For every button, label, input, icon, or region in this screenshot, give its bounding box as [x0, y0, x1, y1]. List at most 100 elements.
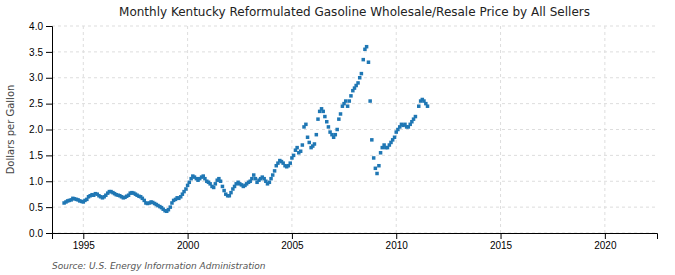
point: [271, 173, 275, 177]
y-axis-tick-mark: [46, 104, 52, 105]
x-axis-tick-label: 2005: [281, 240, 304, 251]
point: [339, 112, 343, 116]
y-axis-tick-mark: [46, 207, 52, 208]
y-axis-tick-label: 3.0: [29, 72, 43, 83]
y-grid-line: [52, 51, 657, 52]
x-axis-tick-mark: [396, 233, 397, 239]
y-axis-tick-mark: [46, 233, 52, 234]
point: [368, 99, 372, 103]
x-axis-tick: 2005: [281, 233, 304, 251]
y-axis-tick-label: 4.0: [29, 21, 43, 32]
point: [375, 172, 379, 176]
y-axis-tick-mark: [46, 78, 52, 79]
point: [321, 110, 325, 114]
point: [304, 123, 308, 127]
points: [62, 45, 429, 213]
y-grid-line: [52, 155, 657, 156]
point: [288, 161, 292, 165]
y-axis-tick-mark: [46, 26, 52, 27]
y-axis-tick: 1.0: [29, 176, 52, 187]
title: Monthly Kentucky Reformulated Gasoline W…: [119, 5, 590, 19]
x-axis-tick-label: 2010: [386, 240, 409, 251]
point: [219, 180, 223, 184]
point: [360, 72, 364, 76]
x-axis-tick-label: 2000: [177, 240, 200, 251]
point: [325, 120, 329, 124]
y-axis-tick: 1.5: [29, 150, 52, 161]
point: [229, 191, 233, 195]
point: [307, 141, 311, 145]
point: [188, 181, 192, 185]
x-axis-tick-mark: [83, 233, 84, 239]
y-axis-tick-mark: [46, 130, 52, 131]
y-axis-tick-label: 3.5: [29, 47, 43, 58]
y-axis-tick: 3.5: [29, 47, 52, 58]
x-axis-tick-mark: [188, 233, 189, 239]
point: [356, 81, 360, 85]
point: [254, 177, 257, 181]
y-axis-tick-label: 2.0: [29, 124, 43, 135]
point: [344, 99, 348, 103]
point: [212, 186, 216, 190]
point: [222, 189, 226, 193]
point: [299, 149, 303, 153]
point: [417, 104, 421, 108]
chart: 1995 2000 2005 2010 2015 2020 0.0 0.5 1.0 1.5 2.0 2…: [0, 0, 675, 275]
point: [269, 177, 273, 181]
point: [214, 182, 218, 186]
y-axis-tick: 2.0: [29, 124, 52, 135]
point: [374, 167, 378, 171]
y-axis-tick: 0.0: [29, 228, 52, 239]
point: [414, 115, 418, 119]
x-axis-line: [53, 234, 658, 240]
point: [315, 133, 319, 137]
y-axis-tick-label: 1.5: [29, 150, 43, 161]
y-grid-line: [52, 181, 657, 182]
point: [268, 181, 272, 185]
point: [349, 94, 353, 98]
x-axis-tick: 1995: [73, 233, 96, 251]
x-axis-tick-mark: [501, 233, 502, 239]
point: [393, 136, 397, 140]
point: [316, 117, 320, 121]
y-axis-tick: 0.5: [29, 202, 52, 213]
y-axis-tick: 4.0: [29, 21, 52, 32]
point: [337, 117, 341, 121]
x-axis-tick-mark: [292, 233, 293, 239]
x-axis-tick-label: 2015: [490, 240, 513, 251]
y-grid-line: [52, 26, 657, 27]
y-axis-tick: 3.0: [29, 72, 52, 83]
source: Source: U.S. Energy Information Administ…: [52, 261, 266, 271]
y-axis-tick-label: 0.0: [29, 228, 43, 239]
x-grid-line: [500, 26, 501, 233]
point: [184, 187, 188, 191]
point: [379, 151, 383, 155]
point: [301, 143, 305, 147]
point: [221, 185, 225, 189]
point: [426, 104, 430, 108]
point: [228, 194, 232, 198]
point: [169, 205, 173, 209]
x-axis-tick-label: 1995: [73, 240, 96, 251]
point: [323, 115, 327, 119]
x-axis-tick-label: 2020: [594, 240, 617, 251]
point: [252, 173, 256, 177]
point: [365, 45, 369, 49]
x-grid-line: [187, 26, 188, 233]
y-grid-line: [52, 103, 657, 104]
point: [370, 138, 374, 142]
x-axis-tick: 2020: [594, 233, 617, 251]
point: [335, 128, 339, 132]
x-axis-tick: 2015: [490, 233, 513, 251]
y-axis-line: [46, 27, 53, 234]
point: [186, 184, 190, 188]
point: [377, 164, 381, 168]
x-axis: 1995 2000 2005 2010 2015 2020: [53, 233, 658, 251]
point: [327, 125, 331, 129]
point: [346, 104, 350, 108]
y-axis-tick-mark: [46, 52, 52, 53]
y-axis-tick-label: 1.0: [29, 176, 43, 187]
point: [292, 154, 296, 158]
point: [313, 142, 317, 146]
y-axis-tick-label: 2.5: [29, 98, 43, 109]
